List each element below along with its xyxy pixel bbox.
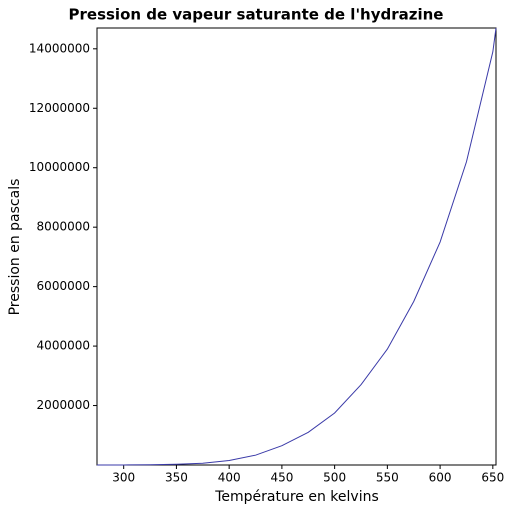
x-tick-label: 300 <box>112 471 135 485</box>
y-tick-label: 12000000 <box>29 101 90 115</box>
x-tick-label: 400 <box>218 471 241 485</box>
x-tick-label: 600 <box>429 471 452 485</box>
data-line <box>96 27 497 466</box>
x-tick-label: 500 <box>323 471 346 485</box>
y-tick-label: 4000000 <box>37 339 90 353</box>
y-tick-label: 10000000 <box>29 160 90 174</box>
y-tick-label: 2000000 <box>37 398 90 412</box>
x-tick-label: 350 <box>165 471 188 485</box>
x-tick-label: 650 <box>481 471 504 485</box>
y-tick-label: 14000000 <box>29 41 90 55</box>
chart-title: Pression de vapeur saturante de l'hydraz… <box>69 6 444 24</box>
x-tick-label: 450 <box>270 471 293 485</box>
y-tick-label: 8000000 <box>37 220 90 234</box>
plot-frame <box>96 27 497 466</box>
y-tick-label: 6000000 <box>37 279 90 293</box>
x-tick-label: 550 <box>376 471 399 485</box>
y-axis-label: Pression en pascals <box>7 179 23 316</box>
x-axis-label: Température en kelvins <box>214 489 379 505</box>
